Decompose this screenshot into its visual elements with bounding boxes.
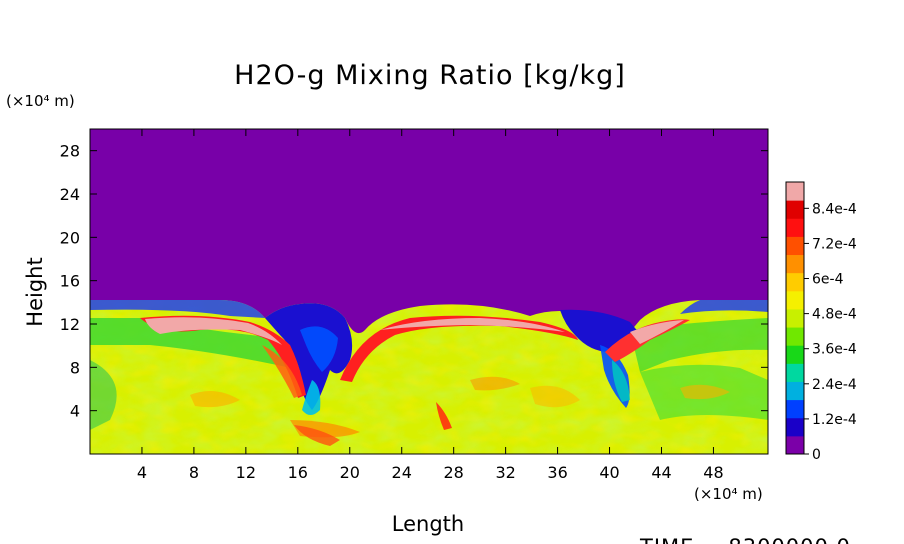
x-axis-ticks: 4 8 12 16 20 24 28 32 36 40 44 48 (137, 129, 724, 482)
colorbar-swatch (786, 290, 804, 310)
y-tick-label: 8 (70, 358, 80, 377)
colorbar-swatch (786, 218, 804, 237)
x-tick-label: 28 (443, 463, 463, 482)
x-tick-label: 36 (547, 463, 567, 482)
x-tick-label: 32 (495, 463, 515, 482)
colorbar-tick-label: 8.4e-4 (812, 201, 857, 217)
colorbar-swatch (786, 417, 804, 437)
colorbar-swatch (786, 381, 804, 401)
colorbar-swatch (786, 435, 804, 455)
colorbar-tick-label: 6e-4 (812, 272, 844, 288)
plot-frame (89, 128, 769, 455)
x-tick-label: 4 (137, 463, 147, 482)
x-tick-label: 44 (651, 463, 671, 482)
colorbar-tick-label: 4.8e-4 (812, 307, 857, 323)
colorbar-swatch (786, 254, 804, 274)
y-axis-unit: (×10⁴ m) (6, 92, 75, 110)
colorbar-swatch (786, 308, 804, 328)
colorbar-swatch (786, 200, 804, 219)
arch-cap-right (340, 315, 578, 382)
colorbar-swatch (786, 399, 804, 419)
dry-layer (90, 129, 768, 338)
colorbar: 0 1.2e-4 2.4e-4 3.6e-4 4.8e-4 6e-4 7.2e-4 8.4e-… (785, 181, 857, 463)
y-axis-ticks: 4 8 12 16 20 24 28 (60, 142, 768, 421)
blue-plume-left (265, 303, 353, 410)
colorbar-swatch (786, 236, 804, 256)
green-band (90, 318, 300, 370)
colorbar-tick-label: 3.6e-4 (812, 342, 857, 358)
chart-title: H2O-g Mixing Ratio [kg/kg] (234, 60, 626, 91)
colorbar-tick-label: 1.2e-4 (812, 412, 857, 428)
colorbar-frame (785, 181, 805, 455)
x-tick-label: 8 (189, 463, 199, 482)
colorbar-swatch (786, 182, 804, 201)
colorbar-swatch (786, 363, 804, 382)
y-tick-label: 24 (60, 185, 80, 204)
colorbar-tick-label: 0 (812, 447, 821, 463)
x-tick-label: 24 (392, 463, 412, 482)
y-axis-label: Height (23, 257, 47, 326)
time-label: TIME = 8300000.0 (639, 535, 851, 544)
x-tick-label: 20 (340, 463, 360, 482)
colorbar-tick-label: 7.2e-4 (812, 236, 857, 252)
y-tick-label: 20 (60, 228, 80, 247)
x-tick-label: 16 (288, 463, 308, 482)
y-tick-label: 28 (60, 142, 80, 161)
colorbar-tick-label: 2.4e-4 (812, 377, 857, 393)
colorbar-swatch (786, 272, 804, 292)
heatmap-plot (90, 129, 768, 454)
y-tick-label: 16 (60, 272, 80, 291)
x-axis-unit: (×10⁴ m) (694, 485, 763, 503)
x-tick-label: 48 (703, 463, 723, 482)
colorbar-swatch (786, 345, 804, 364)
x-tick-label: 12 (236, 463, 256, 482)
x-axis-label: Length (392, 512, 464, 536)
colorbar-swatch (786, 327, 804, 346)
y-tick-label: 12 (60, 315, 80, 334)
y-tick-label: 4 (70, 402, 80, 421)
x-tick-label: 40 (599, 463, 619, 482)
